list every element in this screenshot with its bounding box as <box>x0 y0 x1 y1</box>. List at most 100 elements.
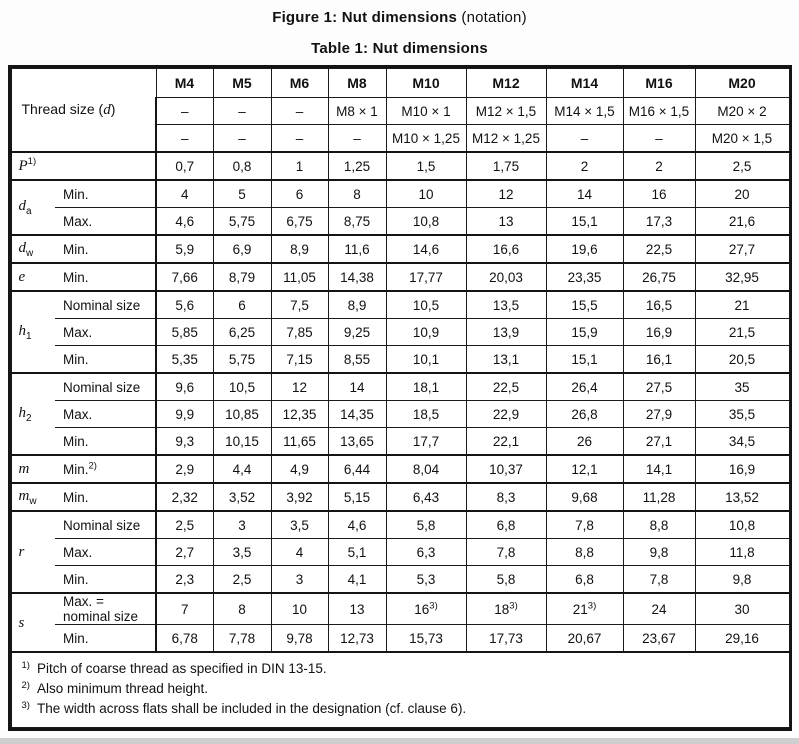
value-cell-M6: 3,92 <box>270 482 329 512</box>
value-cell-M4: 2,32 <box>155 482 214 512</box>
column-header-M20: M20 <box>694 68 790 98</box>
value-cell-M12: 8,3 <box>465 482 547 512</box>
value-cell-M16: 2 <box>622 151 696 181</box>
thread-row2-M20: M20 × 2 <box>694 97 790 125</box>
value-cell-M16: 17,3 <box>622 207 696 236</box>
value-cell-M16: 24 <box>622 592 696 625</box>
row-label: Min. <box>55 482 157 512</box>
value-cell-M20: 29,16 <box>694 624 790 653</box>
value-cell-M10: 10,1 <box>385 345 467 374</box>
value-cell-M20: 21,5 <box>694 318 790 346</box>
value-cell-M6: 11,65 <box>270 427 329 456</box>
value-cell-M4: 5,6 <box>155 290 214 319</box>
value-cell-M20: 20 <box>694 179 790 208</box>
row-label: Min. <box>55 427 157 456</box>
value-cell-M10: 5,3 <box>385 565 467 594</box>
value-cell-M12: 5,8 <box>465 565 547 594</box>
value-cell-M14: 19,6 <box>545 234 624 264</box>
value-cell-M8: 13,65 <box>327 427 387 456</box>
nut-dimensions-table-frame: Thread size (d) M4 M5 M6 M8 M10 M12 M14 M16 M20– –… <box>7 65 792 731</box>
value-cell-M16: 27,5 <box>622 372 696 401</box>
row-label: Min. <box>55 565 157 594</box>
value-cell-M4: 9,6 <box>155 372 214 401</box>
value-cell-M8: 6,44 <box>327 454 387 484</box>
value-cell-M8: 5,1 <box>327 538 387 566</box>
row-symbol: h1 <box>10 290 55 374</box>
value-cell-M12: 1,75 <box>465 151 547 181</box>
value-cell-M8: 11,6 <box>327 234 387 264</box>
footnotes-cell: 1) Pitch of coarse thread as specified in… <box>10 651 790 728</box>
row-symbol: dw <box>10 234 55 264</box>
value-cell-M8: 8,9 <box>327 290 387 319</box>
value-cell-M5: 8 <box>212 592 272 625</box>
row-symbol: h2 <box>10 372 55 456</box>
row-label <box>55 151 157 181</box>
row-symbol: da <box>10 179 55 236</box>
value-cell-M8: 9,25 <box>327 318 387 346</box>
value-cell-M16: 22,5 <box>622 234 696 264</box>
value-cell-M16: 16,1 <box>622 345 696 374</box>
value-cell-M14: 26 <box>545 427 624 456</box>
value-cell-M5: 8,79 <box>212 262 272 292</box>
row-label: Nominal size <box>55 290 157 319</box>
value-cell-M14: 15,9 <box>545 318 624 346</box>
value-cell-M14: 15,1 <box>545 207 624 236</box>
value-cell-M8: 14,35 <box>327 400 387 428</box>
thread-row2-M5: – <box>212 97 272 125</box>
value-cell-M14: 213) <box>545 592 624 625</box>
row-symbol: P1) <box>10 151 55 181</box>
value-cell-M6: 7,15 <box>270 345 329 374</box>
figure-title: Figure 1: Nut dimensions (notation) <box>0 0 799 26</box>
thread-row2-M6: – <box>270 97 329 125</box>
row-symbol: m <box>10 454 55 484</box>
row-label: Max. <box>55 400 157 428</box>
figure-title-bold: Figure 1: Nut dimensions <box>272 9 458 26</box>
value-cell-M10: 17,77 <box>385 262 467 292</box>
row-label: Min. <box>55 179 157 208</box>
value-cell-M8: 14,38 <box>327 262 387 292</box>
value-cell-M14: 9,68 <box>545 482 624 512</box>
value-cell-M4: 5,85 <box>155 318 214 346</box>
value-cell-M20: 34,5 <box>694 427 790 456</box>
row-label: Min. <box>55 624 157 653</box>
value-cell-M12: 6,8 <box>465 510 547 539</box>
value-cell-M4: 7,66 <box>155 262 214 292</box>
value-cell-M5: 7,78 <box>212 624 272 653</box>
value-cell-M20: 13,52 <box>694 482 790 512</box>
value-cell-M20: 9,8 <box>694 565 790 594</box>
thread-row3-M6: – <box>270 124 329 153</box>
column-header-M8: M8 <box>327 68 387 98</box>
value-cell-M16: 16 <box>622 179 696 208</box>
value-cell-M4: 9,3 <box>155 427 214 456</box>
value-cell-M10: 10,8 <box>385 207 467 236</box>
value-cell-M8: 5,15 <box>327 482 387 512</box>
value-cell-M14: 23,35 <box>545 262 624 292</box>
row-label: Min.2) <box>55 454 157 484</box>
thread-row3-M14: – <box>545 124 624 153</box>
figure-title-notation: (notation) <box>461 9 527 26</box>
value-cell-M20: 35 <box>694 372 790 401</box>
column-header-M14: M14 <box>545 68 624 98</box>
thread-row3-M12: M12 × 1,25 <box>465 124 547 153</box>
value-cell-M16: 26,75 <box>622 262 696 292</box>
value-cell-M12: 12 <box>465 179 547 208</box>
row-label: Nominal size <box>55 372 157 401</box>
value-cell-M4: 6,78 <box>155 624 214 653</box>
footnote-1: 1) Pitch of coarse thread as specified in… <box>21 659 327 676</box>
value-cell-M4: 2,7 <box>155 538 214 566</box>
column-header-M5: M5 <box>212 68 272 98</box>
value-cell-M8: 12,73 <box>327 624 387 653</box>
value-cell-M5: 5,75 <box>212 207 272 236</box>
value-cell-M12: 16,6 <box>465 234 547 264</box>
value-cell-M16: 11,28 <box>622 482 696 512</box>
value-cell-M6: 7,85 <box>270 318 329 346</box>
value-cell-M16: 23,67 <box>622 624 696 653</box>
value-cell-M10: 5,8 <box>385 510 467 539</box>
value-cell-M12: 183) <box>465 592 547 625</box>
value-cell-M20: 32,95 <box>694 262 790 292</box>
value-cell-M12: 20,03 <box>465 262 547 292</box>
value-cell-M5: 0,8 <box>212 151 272 181</box>
value-cell-M20: 10,8 <box>694 510 790 539</box>
value-cell-M6: 3,5 <box>270 510 329 539</box>
value-cell-M10: 1,5 <box>385 151 467 181</box>
